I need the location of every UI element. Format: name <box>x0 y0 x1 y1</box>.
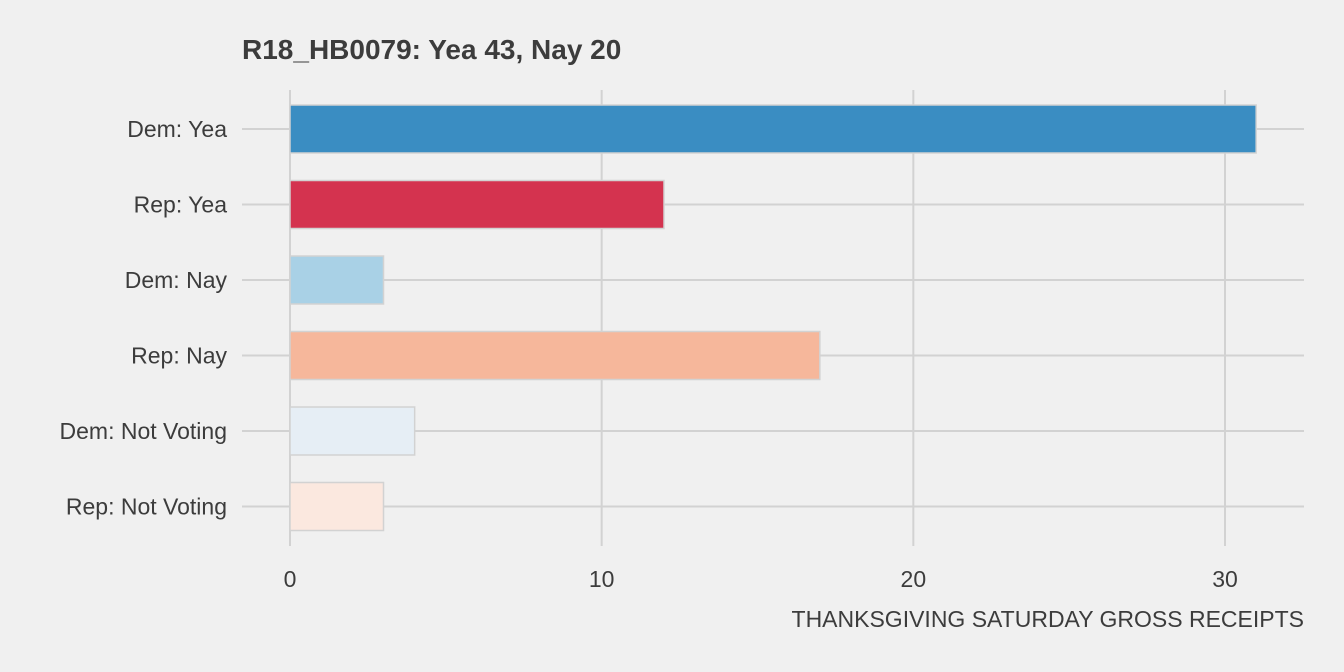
bar <box>289 406 416 456</box>
x-tick-label: 20 <box>901 566 927 592</box>
y-tick-labels: Dem: Yea Rep: Yea Dem: Nay Rep: Nay Dem: Not… <box>60 116 228 520</box>
bar <box>289 179 665 230</box>
x-tick-labels: 0 10 20 30 <box>284 566 1238 592</box>
x-tick-label: 30 <box>1212 566 1238 592</box>
y-tick-label: Rep: Nay <box>131 343 227 369</box>
y-tick-label: Rep: Yea <box>134 192 228 218</box>
bar-layer <box>289 104 1257 532</box>
bar <box>289 255 385 305</box>
x-axis-title: THANKSGIVING SATURDAY GROSS RECEIPTS <box>792 606 1304 632</box>
bar <box>289 481 385 532</box>
y-tick-label: Dem: Not Voting <box>60 418 227 444</box>
x-tick-label: 10 <box>589 566 615 592</box>
y-tick-label: Rep: Not Voting <box>66 494 227 520</box>
chart-title: R18_HB0079: Yea 43, Nay 20 <box>242 34 622 65</box>
grid-layer <box>242 90 1304 546</box>
x-tick-label: 0 <box>284 566 297 592</box>
bar <box>289 330 821 381</box>
bar <box>289 104 1257 154</box>
y-tick-label: Dem: Yea <box>127 116 227 142</box>
y-tick-label: Dem: Nay <box>125 267 228 293</box>
